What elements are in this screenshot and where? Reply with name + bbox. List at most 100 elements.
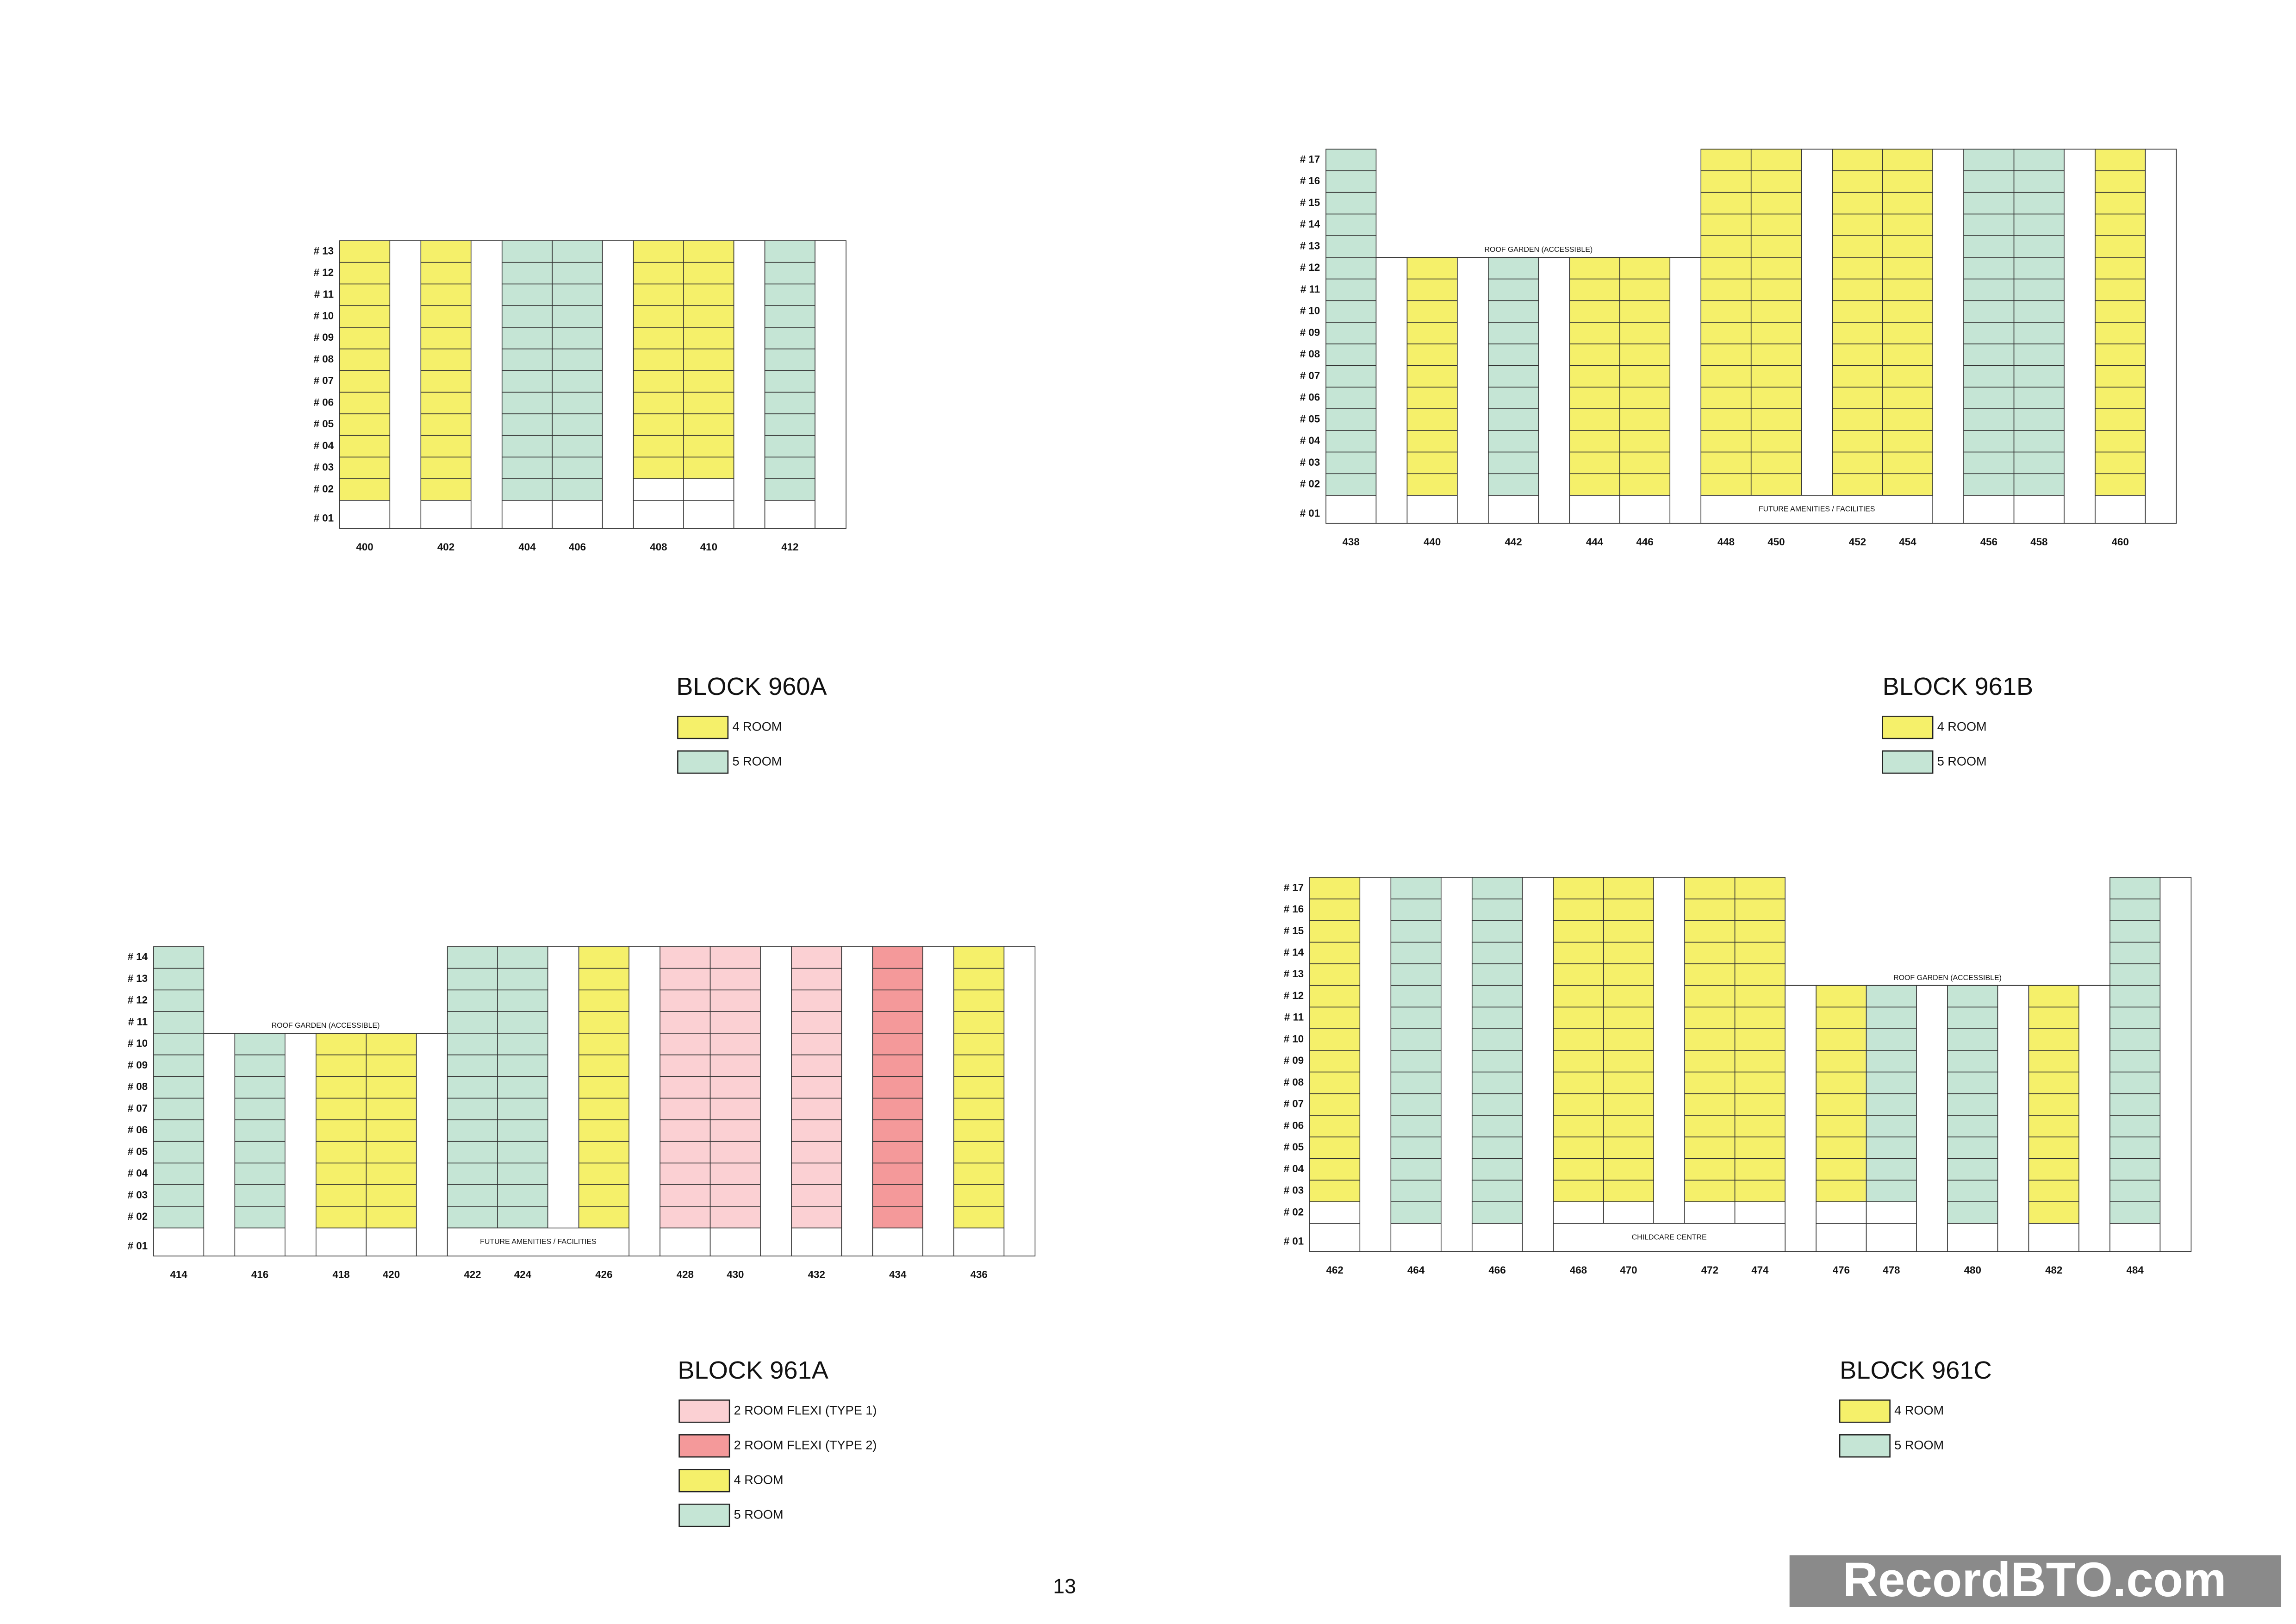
unit-cell: [153, 1011, 205, 1034]
unit-cell: [1325, 430, 1377, 453]
unit-cell: [709, 1119, 761, 1142]
unit-cell: [366, 1206, 417, 1229]
unit-cell: [1882, 235, 1933, 258]
unit-cell: [1882, 257, 1933, 280]
unit-cell: [1684, 1028, 1736, 1051]
unit-label: 442: [1505, 536, 1522, 548]
unit-cell: [1406, 473, 1458, 496]
unit-cell: [1390, 1028, 1442, 1051]
legend-label: 5 ROOM: [732, 754, 782, 768]
unit-cell: [683, 262, 734, 285]
floor-label: # 13: [1300, 240, 1320, 251]
unit-cell: [764, 262, 815, 285]
unit-cell: [791, 1076, 842, 1099]
unit-cell: [791, 946, 842, 969]
unit-label: 458: [2030, 536, 2047, 548]
unit-cell: [497, 1141, 548, 1164]
ground-cell: [234, 1227, 286, 1256]
unit-cell: [1947, 1137, 1998, 1159]
unit-cell: [578, 1076, 629, 1099]
unit-cell: [1700, 170, 1752, 193]
unit-cell: [1309, 1006, 1361, 1029]
unit-cell: [2013, 365, 2065, 388]
unit-cell: [1963, 278, 2015, 301]
unit-cell: [447, 1054, 498, 1077]
unit-cell: [1734, 1028, 1786, 1051]
unit-cell: [1553, 1071, 1604, 1094]
unit-cell: [791, 1098, 842, 1120]
unit-cell: [683, 240, 734, 263]
unit-cell: [1882, 365, 1933, 388]
floor-label: # 05: [1300, 413, 1320, 425]
unit-cell: [1684, 1050, 1736, 1073]
unit-cell: [1816, 1050, 1867, 1073]
unit-cell: [1390, 963, 1442, 986]
unit-cell: [1750, 278, 1802, 301]
unit-cell: [872, 1162, 923, 1185]
unit-cell: [1734, 877, 1786, 899]
legend-swatch: [678, 1469, 730, 1493]
unit-cell: [683, 283, 734, 306]
unit-label: 404: [518, 541, 536, 553]
unit-cell: [1325, 473, 1377, 496]
unit-cell: [633, 413, 684, 436]
unit-cell: [1734, 1050, 1786, 1073]
unit-cell: [1471, 1093, 1523, 1116]
void: [815, 240, 846, 529]
unit-cell: [1553, 985, 1604, 1008]
unit-cell: [1816, 1093, 1867, 1116]
unit-cell: [2095, 451, 2146, 475]
ground-cell: [1947, 1223, 1998, 1252]
unit-cell: [791, 1033, 842, 1056]
unit-cell: [683, 327, 734, 350]
legend-label: 4 ROOM: [732, 719, 782, 733]
unit-cell: [1882, 278, 1933, 301]
unit-cell: [1471, 985, 1523, 1008]
void: [1375, 257, 1408, 524]
unit-cell: [1750, 408, 1802, 431]
ground-cell: [2028, 1223, 2079, 1252]
unit-cell: [1619, 344, 1671, 366]
unit-cell: [1750, 322, 1802, 344]
unit-cell: [1882, 213, 1933, 236]
unit-cell: [366, 1162, 417, 1185]
unit-cell: [420, 435, 472, 458]
unit-cell: [420, 456, 472, 479]
unit-label: 430: [727, 1269, 744, 1280]
unit-cell: [953, 1119, 1005, 1142]
unit-cell: [1947, 1115, 1998, 1137]
unit-cell: [1390, 877, 1442, 899]
unit-cell: [1684, 963, 1736, 986]
unit-cell: [1816, 1180, 1867, 1202]
unit-cell: [683, 478, 734, 501]
unit-cell: [1553, 920, 1604, 943]
ground-cell: [1816, 1223, 1867, 1252]
unit-cell: [1882, 408, 1933, 431]
unit-cell: [709, 1011, 761, 1034]
unit-cell: [683, 305, 734, 328]
unit-cell: [234, 1033, 286, 1056]
ground-cell: [1390, 1223, 1442, 1252]
unit-cell: [1390, 1050, 1442, 1073]
unit-cell: [1471, 942, 1523, 964]
unit-cell: [1603, 1158, 1654, 1181]
unit-cell: [501, 262, 553, 285]
unit-cell: [1963, 430, 2015, 453]
unit-cell: [2109, 1028, 2161, 1051]
unit-cell: [447, 1076, 498, 1099]
unit-cell: [709, 968, 761, 991]
unit-cell: [1553, 1137, 1604, 1159]
unit-cell: [1734, 1006, 1786, 1029]
unit-label: 480: [1964, 1264, 1981, 1276]
ground-cell: [2109, 1223, 2161, 1252]
unit-cell: [791, 1206, 842, 1229]
unit-cell: [633, 262, 684, 285]
unit-cell: [1816, 985, 1867, 1008]
unit-cell: [447, 1141, 498, 1164]
floor-label: # 04: [314, 440, 334, 451]
unit-cell: [1947, 1071, 1998, 1094]
unit-cell: [420, 348, 472, 371]
unit-cell: [2013, 235, 2065, 258]
unit-cell: [709, 1033, 761, 1056]
unit-label: 476: [1833, 1264, 1850, 1276]
